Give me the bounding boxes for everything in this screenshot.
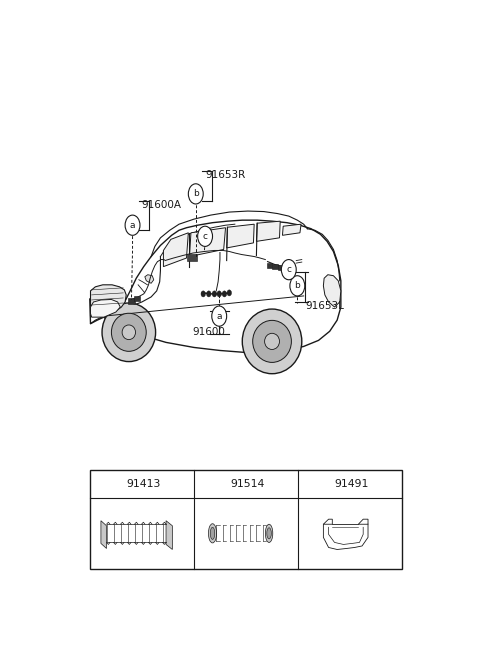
Ellipse shape (102, 303, 156, 361)
Polygon shape (91, 285, 126, 316)
FancyBboxPatch shape (90, 470, 402, 569)
Text: b: b (294, 281, 300, 291)
Circle shape (290, 276, 305, 296)
Text: 91413: 91413 (127, 479, 161, 489)
Polygon shape (145, 275, 154, 283)
Circle shape (201, 291, 205, 297)
Text: b: b (193, 190, 199, 198)
Polygon shape (166, 521, 172, 550)
Text: 91514: 91514 (231, 479, 265, 489)
Circle shape (188, 184, 203, 204)
Polygon shape (190, 228, 226, 256)
Circle shape (320, 476, 332, 492)
Text: b: b (219, 480, 225, 489)
Polygon shape (90, 220, 341, 352)
Text: 91600: 91600 (192, 327, 225, 337)
FancyBboxPatch shape (134, 296, 140, 301)
Circle shape (212, 291, 216, 297)
Polygon shape (163, 233, 188, 266)
Ellipse shape (111, 314, 146, 352)
Ellipse shape (252, 320, 291, 362)
Text: c: c (203, 232, 207, 241)
FancyBboxPatch shape (273, 264, 277, 269)
Circle shape (227, 290, 231, 296)
Polygon shape (256, 221, 280, 241)
FancyBboxPatch shape (128, 298, 135, 304)
Circle shape (216, 476, 228, 492)
Text: c: c (324, 480, 328, 489)
Polygon shape (324, 275, 341, 307)
Text: 91491: 91491 (335, 479, 369, 489)
Circle shape (112, 476, 124, 492)
Text: a: a (216, 312, 222, 321)
Text: 91600A: 91600A (142, 200, 182, 210)
FancyBboxPatch shape (277, 265, 283, 270)
Text: 91653R: 91653R (205, 170, 245, 180)
Polygon shape (282, 224, 301, 236)
Circle shape (206, 291, 211, 297)
Text: c: c (286, 265, 291, 274)
Circle shape (281, 260, 296, 279)
Text: a: a (130, 220, 135, 230)
Ellipse shape (264, 333, 279, 350)
Ellipse shape (122, 325, 135, 340)
Polygon shape (227, 224, 254, 248)
Circle shape (125, 215, 140, 236)
Circle shape (198, 226, 213, 247)
Ellipse shape (267, 528, 271, 539)
FancyBboxPatch shape (267, 263, 273, 268)
FancyBboxPatch shape (187, 254, 197, 261)
Circle shape (217, 291, 221, 297)
Polygon shape (101, 521, 107, 548)
Circle shape (222, 291, 227, 297)
Ellipse shape (242, 309, 302, 374)
Ellipse shape (265, 524, 273, 543)
Ellipse shape (208, 523, 216, 543)
Ellipse shape (210, 527, 215, 539)
Text: a: a (115, 480, 120, 489)
Polygon shape (91, 299, 120, 317)
Circle shape (212, 306, 227, 326)
Text: 91653L: 91653L (305, 301, 344, 311)
